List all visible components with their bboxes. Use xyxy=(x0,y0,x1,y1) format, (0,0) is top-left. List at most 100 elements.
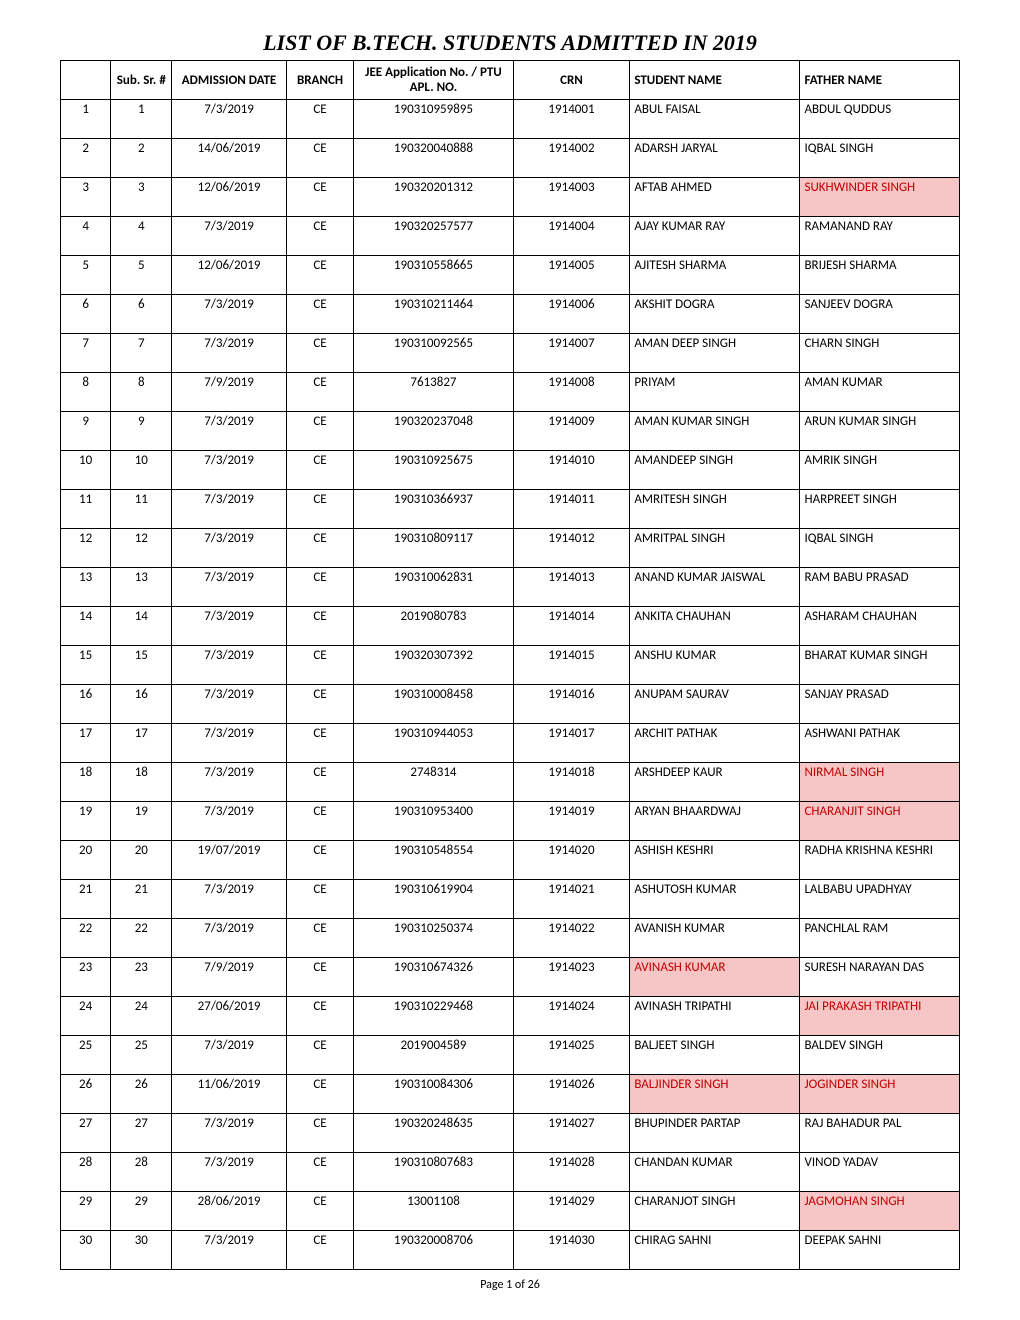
cell-date: 12/06/2019 xyxy=(172,178,287,217)
cell-idx: 18 xyxy=(61,763,111,802)
table-row: 292928/06/2019CE130011081914029CHARANJOT… xyxy=(61,1192,960,1231)
col-date: ADMISSION DATE xyxy=(172,61,287,100)
cell-father: AMAN KUMAR xyxy=(800,373,960,412)
table-row: 997/3/2019CE1903202370481914009AMAN KUMA… xyxy=(61,412,960,451)
cell-app: 190310925675 xyxy=(354,451,513,490)
table-row: 25257/3/2019CE20190045891914025BALJEET S… xyxy=(61,1036,960,1075)
col-crn: CRN xyxy=(513,61,630,100)
cell-name: AKSHIT DOGRA xyxy=(630,295,800,334)
cell-crn: 1914007 xyxy=(513,334,630,373)
cell-sub: 23 xyxy=(111,958,172,997)
cell-father: BHARAT KUMAR SINGH xyxy=(800,646,960,685)
cell-crn: 1914029 xyxy=(513,1192,630,1231)
cell-sub: 13 xyxy=(111,568,172,607)
cell-name: AMAN DEEP SINGH xyxy=(630,334,800,373)
page-footer: Page 1 of 26 xyxy=(0,1278,1020,1292)
cell-father: BALDEV SINGH xyxy=(800,1036,960,1075)
cell-date: 7/9/2019 xyxy=(172,373,287,412)
cell-sub: 28 xyxy=(111,1153,172,1192)
col-app: JEE Application No. / PTU APL. NO. xyxy=(354,61,513,100)
cell-sub: 2 xyxy=(111,139,172,178)
table-row: 22227/3/2019CE1903102503741914022AVANISH… xyxy=(61,919,960,958)
cell-idx: 14 xyxy=(61,607,111,646)
cell-branch: CE xyxy=(286,763,353,802)
table-row: 17177/3/2019CE1903109440531914017ARCHIT … xyxy=(61,724,960,763)
cell-date: 7/3/2019 xyxy=(172,490,287,529)
cell-date: 28/06/2019 xyxy=(172,1192,287,1231)
cell-idx: 5 xyxy=(61,256,111,295)
cell-name: AJAY KUMAR RAY xyxy=(630,217,800,256)
cell-sub: 19 xyxy=(111,802,172,841)
cell-father: SURESH NARAYAN DAS xyxy=(800,958,960,997)
cell-father: SANJAY PRASAD xyxy=(800,685,960,724)
table-row: 23237/9/2019CE1903106743261914023AVINASH… xyxy=(61,958,960,997)
cell-branch: CE xyxy=(286,373,353,412)
cell-sub: 8 xyxy=(111,373,172,412)
cell-father: ASHARAM CHAUHAN xyxy=(800,607,960,646)
cell-idx: 6 xyxy=(61,295,111,334)
cell-crn: 1914014 xyxy=(513,607,630,646)
cell-father: JOGINDER SINGH xyxy=(800,1075,960,1114)
cell-sub: 24 xyxy=(111,997,172,1036)
cell-idx: 30 xyxy=(61,1231,111,1270)
cell-idx: 11 xyxy=(61,490,111,529)
cell-sub: 3 xyxy=(111,178,172,217)
cell-sub: 7 xyxy=(111,334,172,373)
cell-date: 19/07/2019 xyxy=(172,841,287,880)
cell-app: 190310548554 xyxy=(354,841,513,880)
cell-sub: 27 xyxy=(111,1114,172,1153)
cell-sub: 21 xyxy=(111,880,172,919)
cell-idx: 28 xyxy=(61,1153,111,1192)
cell-date: 7/3/2019 xyxy=(172,1114,287,1153)
cell-father: CHARN SINGH xyxy=(800,334,960,373)
cell-name: AFTAB AHMED xyxy=(630,178,800,217)
cell-name: ANSHU KUMAR xyxy=(630,646,800,685)
cell-idx: 4 xyxy=(61,217,111,256)
cell-father: HARPREET SINGH xyxy=(800,490,960,529)
cell-date: 7/3/2019 xyxy=(172,295,287,334)
cell-sub: 18 xyxy=(111,763,172,802)
cell-name: CHIRAG SAHNI xyxy=(630,1231,800,1270)
cell-app: 190310229468 xyxy=(354,997,513,1036)
cell-father: IQBAL SINGH xyxy=(800,139,960,178)
cell-idx: 15 xyxy=(61,646,111,685)
table-row: 19197/3/2019CE1903109534001914019ARYAN B… xyxy=(61,802,960,841)
cell-sub: 14 xyxy=(111,607,172,646)
cell-name: AMRITESH SINGH xyxy=(630,490,800,529)
cell-app: 190320257577 xyxy=(354,217,513,256)
cell-date: 7/3/2019 xyxy=(172,217,287,256)
table-row: 887/9/2019CE76138271914008PRIYAMAMAN KUM… xyxy=(61,373,960,412)
cell-date: 7/3/2019 xyxy=(172,646,287,685)
cell-date: 7/3/2019 xyxy=(172,1153,287,1192)
cell-branch: CE xyxy=(286,100,353,139)
cell-father: LALBABU UPADHYAY xyxy=(800,880,960,919)
cell-sub: 22 xyxy=(111,919,172,958)
cell-crn: 1914013 xyxy=(513,568,630,607)
cell-sub: 4 xyxy=(111,217,172,256)
cell-idx: 17 xyxy=(61,724,111,763)
cell-app: 190310250374 xyxy=(354,919,513,958)
cell-app: 190310062831 xyxy=(354,568,513,607)
cell-sub: 5 xyxy=(111,256,172,295)
cell-name: ANKITA CHAUHAN xyxy=(630,607,800,646)
cell-crn: 1914018 xyxy=(513,763,630,802)
cell-crn: 1914016 xyxy=(513,685,630,724)
cell-idx: 27 xyxy=(61,1114,111,1153)
cell-app: 13001108 xyxy=(354,1192,513,1231)
cell-app: 190310809117 xyxy=(354,529,513,568)
cell-date: 7/3/2019 xyxy=(172,568,287,607)
cell-app: 190310558665 xyxy=(354,256,513,295)
cell-name: AVANISH KUMAR xyxy=(630,919,800,958)
cell-branch: CE xyxy=(286,685,353,724)
cell-name: ABUL FAISAL xyxy=(630,100,800,139)
cell-crn: 1914026 xyxy=(513,1075,630,1114)
table-row: 16167/3/2019CE1903100084581914016ANUPAM … xyxy=(61,685,960,724)
cell-branch: CE xyxy=(286,997,353,1036)
cell-father: AMRIK SINGH xyxy=(800,451,960,490)
cell-idx: 8 xyxy=(61,373,111,412)
cell-branch: CE xyxy=(286,529,353,568)
cell-app: 190310944053 xyxy=(354,724,513,763)
cell-idx: 13 xyxy=(61,568,111,607)
cell-app: 190320201312 xyxy=(354,178,513,217)
cell-branch: CE xyxy=(286,568,353,607)
